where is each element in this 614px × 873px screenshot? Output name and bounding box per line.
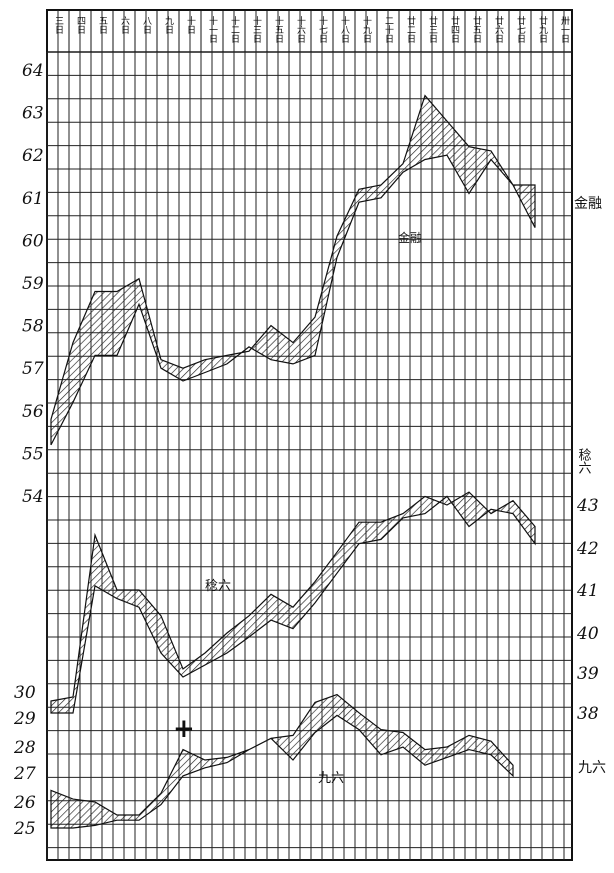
date-label: 十一日 (207, 15, 218, 43)
left-tick-label: 61 (22, 189, 44, 209)
left-axis-lower: 30 29 28 27 26 25 (13, 683, 36, 839)
cross-mark: + (173, 714, 195, 744)
date-label: 十八日 (339, 15, 350, 43)
series-band-0 (50, 94, 536, 446)
left-tick-label: 59 (22, 274, 44, 294)
date-label: 廿二日 (405, 15, 416, 43)
left-tick-label: 63 (22, 104, 44, 124)
date-label: 十九日 (361, 15, 372, 43)
left-tick-label: 54 (22, 487, 44, 507)
left-tick-label: 25 (13, 819, 36, 839)
left-tick-label: 57 (22, 359, 44, 379)
left-tick-label: 28 (13, 738, 36, 758)
date-label: 十七日 (317, 15, 328, 43)
date-header: 三日 四日 五日 六日 八日 九日 十日 十一日 十二日 十三日 十五日 十六日 十七日 十八日 十九日 二十… (46, 10, 570, 52)
right-axis: 43 42 41 40 39 38 (576, 496, 599, 724)
left-tick-label: 58 (22, 317, 44, 337)
left-tick-label: 30 (14, 683, 36, 703)
series-label-kyuroku-inner: 九六 (318, 771, 344, 786)
left-tick-label: 56 (22, 402, 44, 422)
left-tick-label: 60 (22, 231, 44, 251)
date-label: 廿五日 (471, 15, 482, 43)
date-label: 廿四日 (449, 15, 460, 43)
series-label-kinyu-right: 金融 (574, 196, 602, 212)
right-tick-label: 43 (576, 496, 599, 516)
date-label: 卅一日 (559, 16, 570, 43)
left-tick-label: 29 (13, 709, 36, 729)
right-tick-label: 40 (576, 624, 599, 644)
date-label: 四日 (75, 16, 86, 34)
date-label: 十五日 (273, 15, 284, 43)
date-label: 八日 (141, 16, 152, 34)
right-tick-label: 42 (576, 539, 599, 559)
date-label: 九日 (163, 16, 174, 34)
right-tick-label: 38 (577, 704, 599, 724)
grid (46, 10, 572, 860)
date-label: 廿九日 (537, 15, 548, 43)
date-label: 十二日 (229, 15, 240, 43)
series-label-kyuroku-right: 九六 (578, 760, 606, 776)
date-label: 十六日 (295, 15, 306, 43)
date-label: 廿七日 (515, 15, 526, 43)
left-tick-label: 64 (22, 61, 44, 81)
series-label-shirokuro-inner: 稔六 (205, 579, 231, 594)
left-tick-label: 55 (22, 444, 44, 464)
date-label: 廿三日 (427, 15, 438, 43)
date-label: 十三日 (251, 15, 262, 43)
series-bands (50, 94, 536, 829)
left-tick-label: 27 (13, 764, 36, 784)
left-tick-label: 62 (22, 146, 44, 166)
date-label: 十日 (185, 15, 196, 34)
series-band-2 (50, 693, 514, 829)
date-label: 三日 (53, 16, 64, 34)
left-axis-upper: 64 63 62 61 60 59 58 57 56 55 54 (22, 61, 44, 507)
right-tick-label: 39 (577, 664, 599, 684)
left-tick-label: 26 (13, 793, 36, 813)
date-label: 六日 (119, 15, 130, 34)
series-label-shirokuro-right: 稔六 (576, 448, 592, 474)
right-tick-label: 41 (576, 581, 599, 601)
date-label: 五日 (97, 16, 108, 34)
date-label: 二十日 (383, 16, 394, 43)
series-label-kinyu-inner: 金融 (398, 230, 422, 245)
series-band-1 (50, 491, 536, 714)
date-label: 廿六日 (493, 15, 504, 43)
